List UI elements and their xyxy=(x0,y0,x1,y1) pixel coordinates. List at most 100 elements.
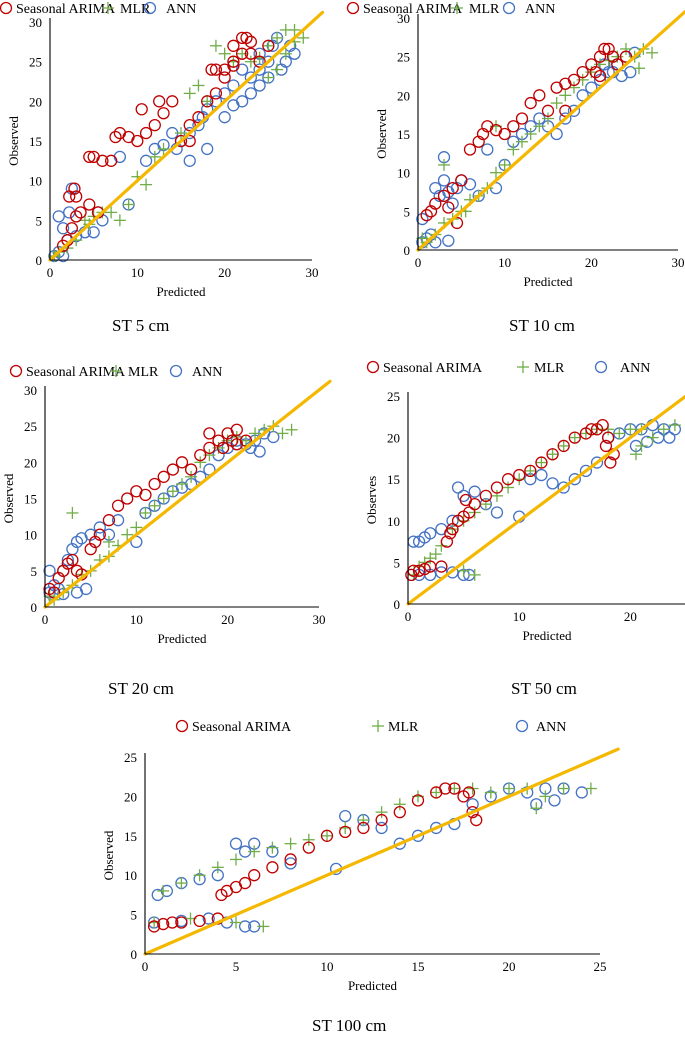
data-point-arima xyxy=(462,786,476,799)
data-point-ann xyxy=(202,912,215,925)
y-axis-label: Observed xyxy=(101,830,116,880)
data-point-arima xyxy=(157,917,170,931)
legend-label-ann: ANN xyxy=(192,365,222,380)
x-tick-label: 30 xyxy=(306,265,319,280)
data-point-mlr xyxy=(468,568,481,581)
data-point-mlr xyxy=(249,427,262,440)
data-point-mlr xyxy=(230,916,242,929)
chart-st-20cm-plot: Seasonal ARIMA MLR ANN 0 10 20 30 0 5 10 15 20 25 30 P… xyxy=(1,364,332,646)
legend-marker-ann xyxy=(594,360,608,374)
data-point-arima xyxy=(568,431,581,444)
data-point-mlr xyxy=(479,498,492,511)
y-tick-label: 25 xyxy=(397,50,410,65)
data-point-arima xyxy=(230,423,243,436)
data-point-ann xyxy=(227,79,240,92)
y-tick-label: 0 xyxy=(404,243,411,258)
data-point-arima xyxy=(576,65,589,79)
data-point-arima xyxy=(598,42,611,56)
data-point-ann xyxy=(590,456,604,469)
legend-label-mlr: MLR xyxy=(120,2,151,17)
y-axis-label: Observed xyxy=(374,109,389,159)
y-tick-label: 10 xyxy=(387,514,400,529)
x-axis-label: Predicted xyxy=(348,978,398,993)
data-point-arima xyxy=(559,104,572,117)
chart-st-100cm: Seasonal ARIMA MLR ANN 0 5 10 15 20 25 0 5 10 15 20 25… xyxy=(90,710,620,1042)
y-tick-label: 15 xyxy=(24,492,37,507)
y-tick-label: 10 xyxy=(124,868,137,883)
data-point-ann xyxy=(218,111,231,124)
x-tick-label: 20 xyxy=(624,609,637,624)
data-point-mlr xyxy=(490,166,502,179)
data-point-arima xyxy=(459,493,472,507)
data-point-arima xyxy=(175,456,189,469)
y-tick-label: 25 xyxy=(124,750,137,765)
data-point-mlr xyxy=(130,521,143,534)
data-point-mlr xyxy=(539,790,552,803)
y-tick-label: 5 xyxy=(31,564,38,579)
data-point-arima xyxy=(139,488,152,502)
data-point-mlr xyxy=(279,47,292,60)
data-point-mlr xyxy=(507,143,520,156)
data-point-arima xyxy=(611,58,624,71)
y-tick-label: 0 xyxy=(36,253,43,268)
data-point-arima xyxy=(135,103,148,116)
chart-legend: Seasonal ARIMA MLR ANN xyxy=(0,1,196,17)
data-point-ann xyxy=(575,786,588,799)
legend-marker-arima xyxy=(346,1,360,15)
data-point-mlr xyxy=(524,128,537,140)
data-point-mlr xyxy=(430,786,443,799)
data-point-mlr xyxy=(148,150,161,163)
legend-label-arima: Seasonal ARIMA xyxy=(16,2,116,17)
data-point-mlr xyxy=(185,470,198,483)
data-point-mlr xyxy=(321,829,333,842)
data-point-arima xyxy=(550,81,563,94)
data-point-arima xyxy=(513,468,526,482)
data-point-ann xyxy=(253,63,266,76)
data-point-ann xyxy=(546,477,559,490)
x-tick-label: 20 xyxy=(503,959,516,974)
y-tick-label: 20 xyxy=(124,789,137,804)
data-point-ann xyxy=(93,521,106,534)
data-point-arima xyxy=(153,95,166,108)
x-tick-label: 25 xyxy=(594,959,607,974)
data-point-ann xyxy=(79,582,93,596)
legend-label-arima: Seasonal ARIMA xyxy=(26,365,126,380)
data-point-ann xyxy=(579,464,593,478)
data-point-arima xyxy=(65,222,78,235)
data-point-arima xyxy=(589,65,602,79)
data-point-mlr xyxy=(285,423,298,436)
data-point-mlr xyxy=(524,464,537,477)
data-point-mlr xyxy=(429,548,442,561)
data-point-arima xyxy=(131,134,144,148)
data-point-mlr xyxy=(284,837,297,850)
data-point-arima xyxy=(515,112,529,125)
data-point-arima xyxy=(157,107,170,120)
y-tick-label: 20 xyxy=(387,431,400,446)
data-point-ann xyxy=(201,142,214,156)
x-tick-label: 10 xyxy=(130,612,143,627)
legend-label-arima: Seasonal ARIMA xyxy=(192,720,292,735)
data-point-mlr xyxy=(542,112,554,125)
series-arima xyxy=(56,31,275,252)
data-point-arima xyxy=(194,448,207,462)
data-point-arima xyxy=(411,794,425,807)
data-point-arima xyxy=(201,95,214,108)
data-point-arima xyxy=(463,143,477,156)
data-point-arima xyxy=(535,456,548,469)
data-point-arima xyxy=(439,782,452,795)
data-point-mlr xyxy=(559,89,572,102)
chart-st-10cm-plot: Seasonal ARIMA MLR ANN 0 10 20 30 0 5 10 15 20 25 30 P… xyxy=(346,1,685,289)
legend-marker-mlr xyxy=(517,361,529,373)
data-point-mlr xyxy=(516,135,528,148)
identity-line xyxy=(43,379,332,609)
data-point-mlr xyxy=(248,845,261,858)
data-point-arima xyxy=(418,562,431,576)
x-tick-label: 0 xyxy=(42,612,49,627)
legend-marker-mlr xyxy=(372,720,384,732)
data-point-mlr xyxy=(657,423,670,436)
data-point-arima xyxy=(446,522,459,536)
data-point-arima xyxy=(429,197,442,210)
data-point-arima xyxy=(174,134,188,148)
data-point-mlr xyxy=(230,853,242,866)
data-point-mlr xyxy=(490,489,503,502)
